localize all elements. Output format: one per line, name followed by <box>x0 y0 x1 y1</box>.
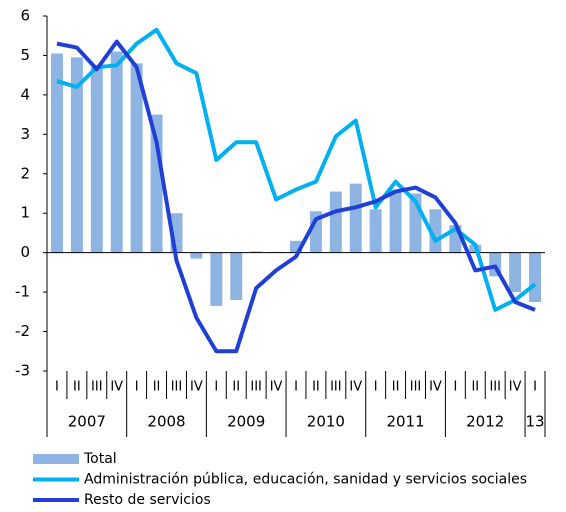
bar <box>230 252 243 300</box>
y-tick-label: 0 <box>20 243 30 261</box>
x-tick-label: II <box>153 380 161 395</box>
year-label: 2009 <box>227 413 265 431</box>
x-tick-label: II <box>392 380 400 395</box>
bar <box>389 189 402 253</box>
year-label: 2012 <box>466 413 504 431</box>
bar <box>90 67 103 253</box>
bar <box>509 252 522 293</box>
x-tick-label: III <box>330 380 342 395</box>
x-tick-label: I <box>294 380 298 395</box>
legend-swatch <box>33 454 79 464</box>
y-tick-label: 5 <box>20 46 30 64</box>
x-tick-label: II <box>312 380 320 395</box>
x-tick-label: III <box>171 380 183 395</box>
x-tick-label: IV <box>429 380 442 395</box>
x-tick-label: IV <box>270 380 283 395</box>
bar <box>190 252 203 259</box>
bar <box>110 51 123 253</box>
x-tick-label: III <box>410 380 422 395</box>
x-tick-label: I <box>374 380 378 395</box>
bar <box>369 209 382 253</box>
x-tick-label: III <box>250 380 262 395</box>
y-tick-label: 1 <box>20 204 30 222</box>
x-tick-label: I <box>135 380 139 395</box>
bar <box>290 240 302 253</box>
x-tick-label: II <box>73 380 81 395</box>
y-tick-label: 2 <box>20 164 30 182</box>
legend-label: Administración pública, educación, sanid… <box>84 472 527 488</box>
bar <box>329 191 342 253</box>
y-tick-label: 4 <box>20 85 30 103</box>
x-tick-label: IV <box>110 380 123 395</box>
y-tick-label: 3 <box>20 125 30 143</box>
bar <box>250 251 263 253</box>
bar <box>70 57 83 253</box>
y-tick-label: -3 <box>15 362 30 380</box>
bar <box>449 225 462 253</box>
y-tick-label: 6 <box>20 7 30 25</box>
x-tick-label: I <box>55 380 59 395</box>
x-tick-label: IV <box>509 380 522 395</box>
x-tick-label: I <box>214 380 218 395</box>
x-tick-label: IV <box>349 380 362 395</box>
x-tick-label: III <box>91 380 103 395</box>
y-tick-label: -1 <box>15 283 30 301</box>
x-tick-label: III <box>489 380 501 395</box>
line <box>56 39 536 354</box>
bar <box>409 193 422 253</box>
year-label: 13 <box>525 413 544 431</box>
year-label: 2007 <box>68 413 106 431</box>
x-tick-label: II <box>471 380 479 395</box>
legend-label: Resto de servicios <box>84 492 211 508</box>
bar <box>130 63 143 253</box>
legend-label: Total <box>83 451 117 467</box>
x-tick-label: II <box>232 380 240 395</box>
bar <box>349 183 362 253</box>
bar <box>210 252 223 306</box>
line <box>56 27 537 312</box>
bar <box>429 209 442 253</box>
year-label: 2011 <box>386 413 424 431</box>
bar <box>529 252 542 302</box>
year-label: 2008 <box>147 413 185 431</box>
x-tick-label: IV <box>190 380 203 395</box>
bar <box>309 211 322 253</box>
x-tick-label: I <box>533 380 537 395</box>
bar <box>150 114 163 253</box>
year-label: 2010 <box>307 413 345 431</box>
x-tick-label: I <box>453 380 457 395</box>
bar <box>170 213 183 253</box>
bar <box>50 53 63 253</box>
y-tick-label: -2 <box>15 322 30 340</box>
